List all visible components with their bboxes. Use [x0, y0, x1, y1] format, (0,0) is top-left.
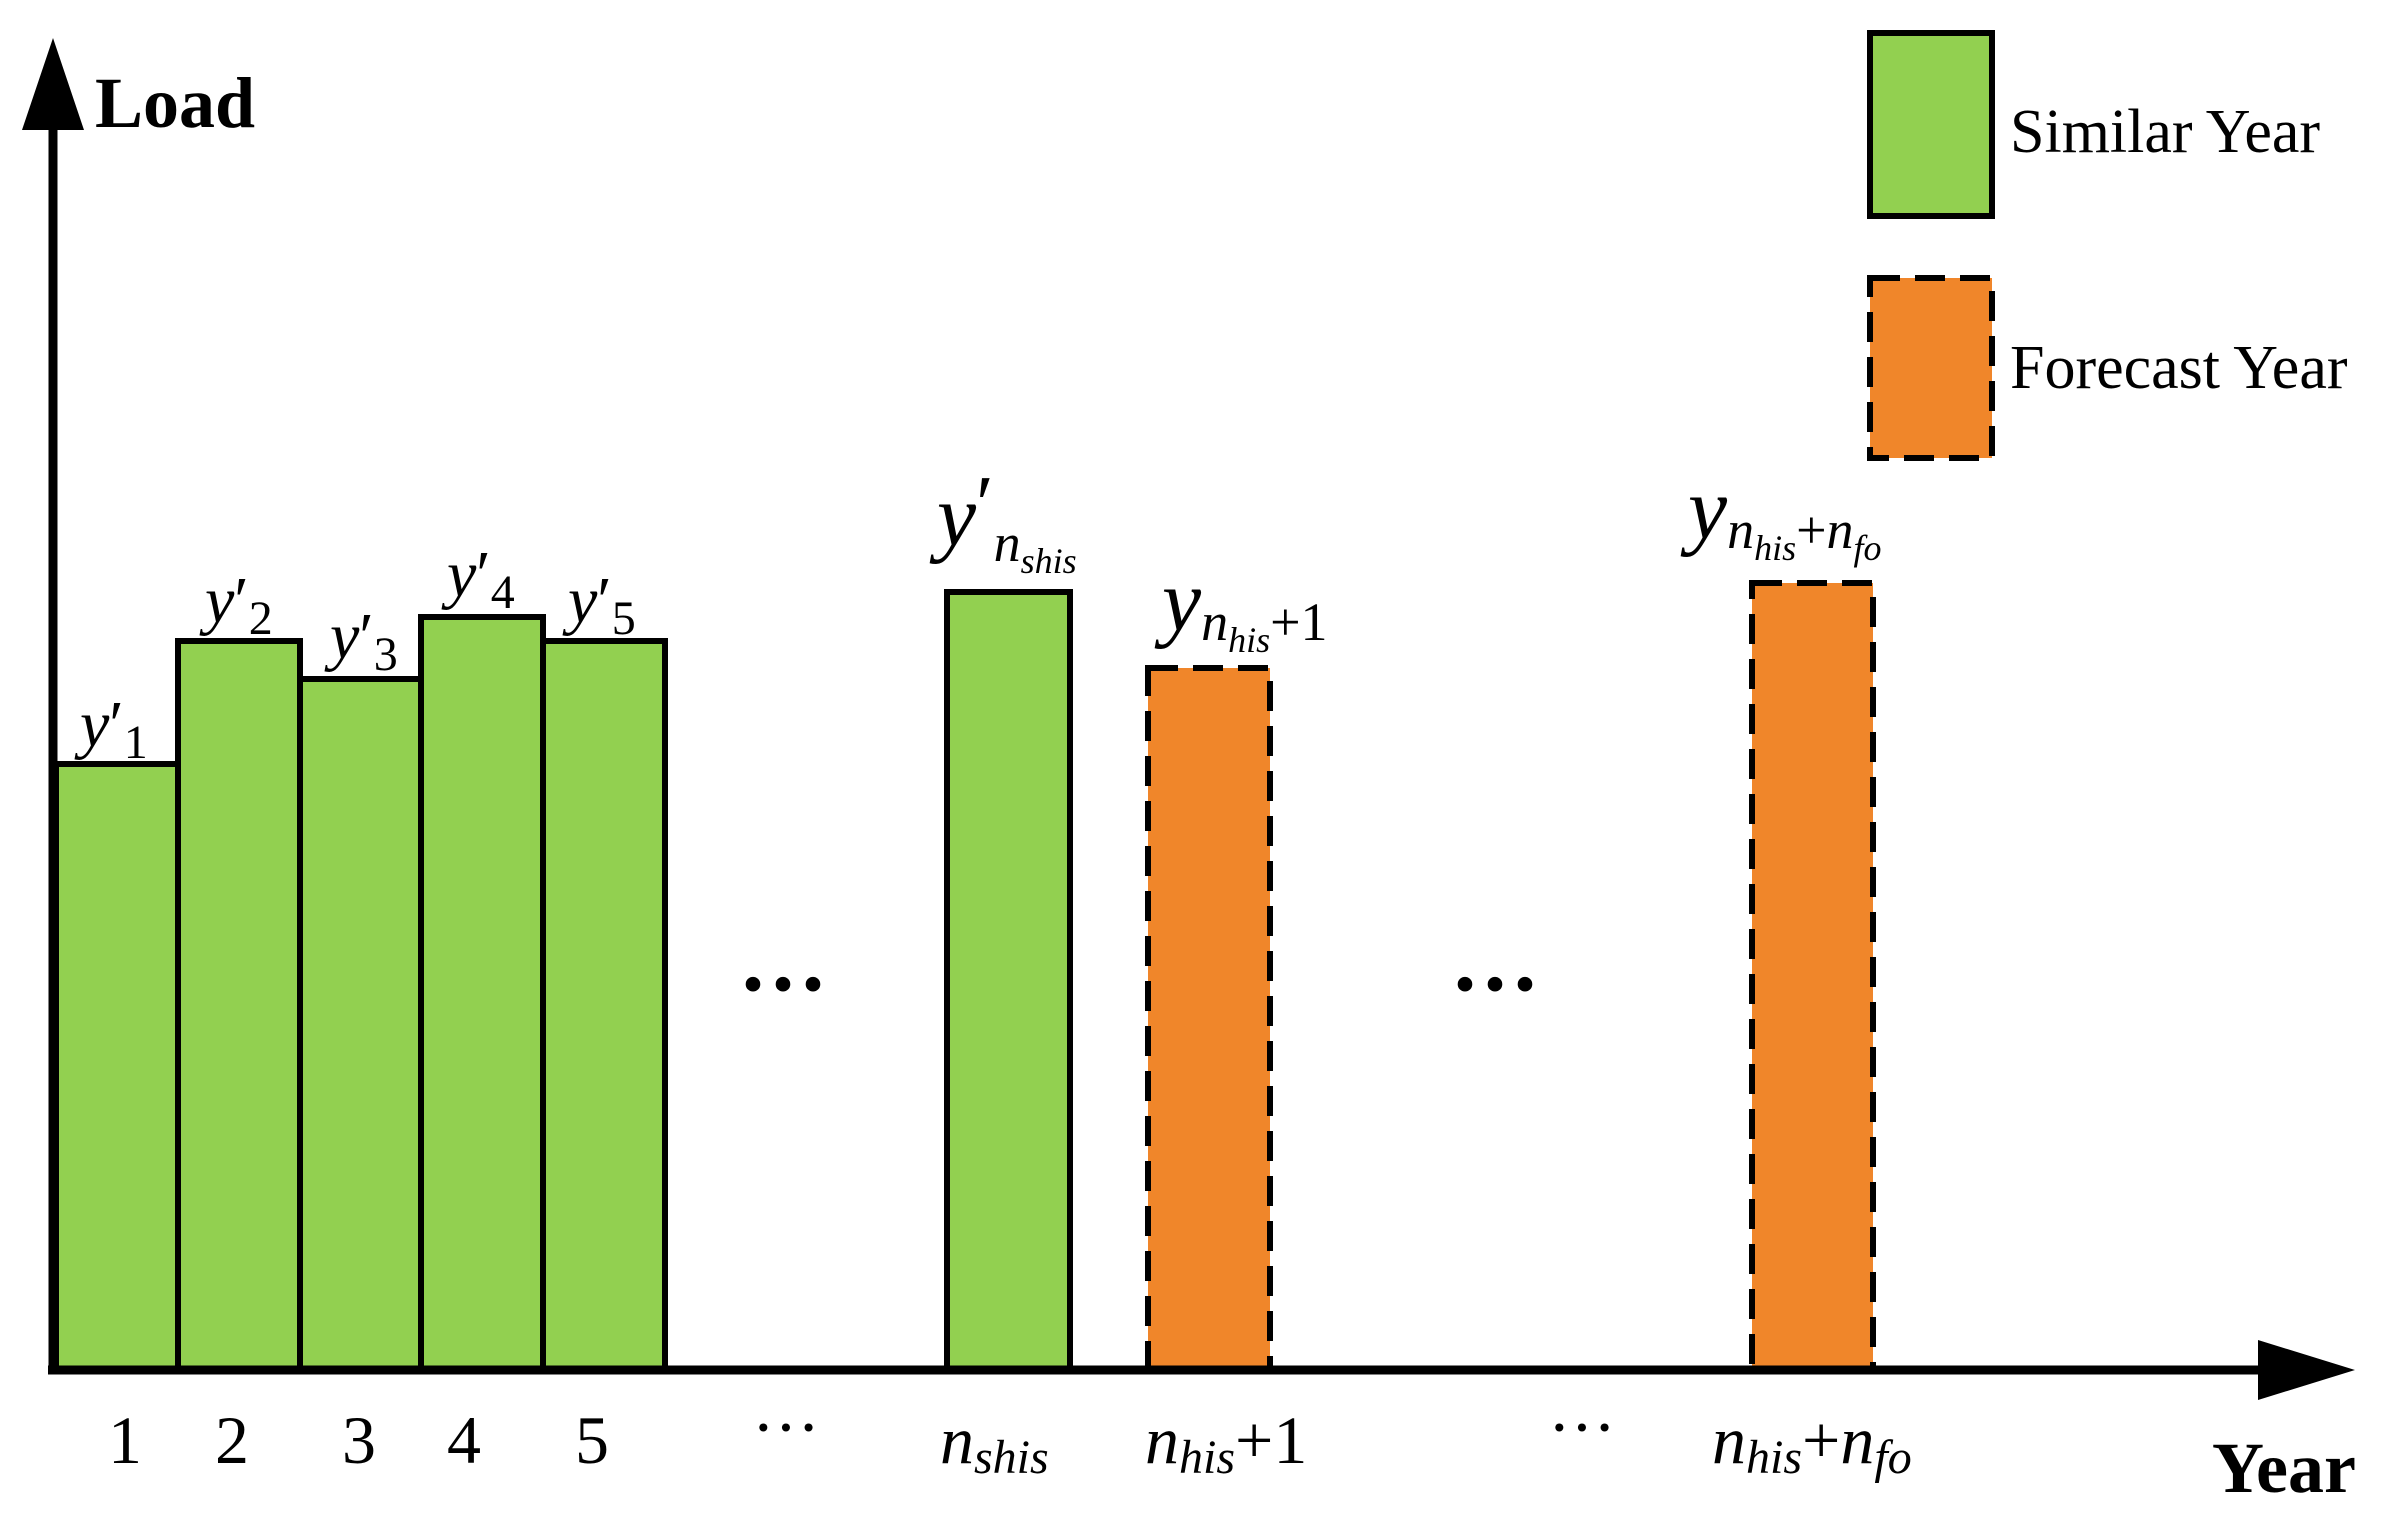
bar-label-nhisnfo-n1: n — [1727, 500, 1754, 560]
bar-label-1: y′1 — [74, 688, 148, 769]
gap-dots-1: ··· — [738, 935, 828, 1034]
tick-label-4: 4 — [447, 1402, 481, 1478]
bar-year-nshis — [944, 589, 1073, 1373]
tick-nhisnfo-n1: n — [1712, 1402, 1746, 1478]
bar-label-4-prime: ′ — [476, 538, 490, 611]
tick-label-3: 3 — [342, 1402, 376, 1478]
tick-label-1: 1 — [108, 1402, 142, 1478]
bar-label-2: y′2 — [199, 564, 273, 645]
tick-label-nhis-plus-1: nhis+1 — [1145, 1402, 1307, 1484]
y-axis-arrow — [22, 38, 84, 130]
bar-label-5-prime: ′ — [597, 564, 611, 637]
tick-nhisnfo-sub2: fo — [1874, 1431, 1911, 1484]
x-axis-label: Year — [2212, 1428, 2356, 1508]
tick-ellipsis-1: ··· — [752, 1389, 820, 1465]
bar-label-nshis-sub: shis — [1021, 541, 1077, 581]
bar-label-3-prime: ′ — [359, 600, 373, 673]
bar-label-5-y: y — [562, 564, 598, 637]
tick-nshis-n: n — [940, 1402, 974, 1478]
bar-label-5: y′5 — [562, 564, 636, 645]
bar-label-2-prime: ′ — [234, 564, 248, 637]
bar-label-1-y: y — [74, 688, 110, 761]
bar-label-nhis1-y: y — [1154, 553, 1202, 650]
bar-label-3-y: y — [324, 600, 360, 673]
tick-nhisnfo-plus: + — [1802, 1402, 1840, 1478]
tick-nhis1-plus-one: +1 — [1235, 1402, 1307, 1478]
tick-nhis1-n: n — [1145, 1402, 1179, 1478]
bar-label-nhis-plus-nfo: ynhis+nfo — [1680, 461, 1882, 568]
bar-year-1 — [53, 761, 181, 1373]
tick-label-2: 2 — [215, 1402, 249, 1478]
bar-label-nhisnfo-n2: n — [1827, 500, 1854, 560]
bar-label-nhis1-n: n — [1201, 592, 1228, 652]
tick-ellipsis-2: ··· — [1548, 1389, 1616, 1465]
bar-label-2-y: y — [199, 564, 235, 637]
bar-label-2-sub: 2 — [249, 592, 273, 645]
tick-nhisnfo-n2: n — [1840, 1402, 1874, 1478]
bar-label-4-sub: 4 — [491, 566, 515, 619]
bar-label-1-sub: 1 — [124, 716, 148, 769]
bar-year-3 — [297, 676, 424, 1373]
bar-label-4: y′4 — [441, 538, 515, 619]
bar-label-nshis: y′nshis — [929, 461, 1077, 581]
bar-year-5 — [540, 638, 668, 1373]
bar-year-4 — [418, 614, 546, 1373]
y-axis-label: Load — [95, 63, 255, 143]
tick-label-nhis-plus-nfo: nhis+nfo — [1712, 1402, 1912, 1484]
bar-label-4-y: y — [441, 538, 477, 611]
bar-label-nshis-prime: ′ — [976, 461, 994, 549]
bar-label-nhisnfo-y: y — [1680, 461, 1728, 558]
bar-label-3: y′3 — [324, 600, 398, 681]
legend-swatch-forecast — [1867, 275, 1995, 461]
bar-label-3-sub: 3 — [374, 628, 398, 681]
legend-label-similar: Similar Year — [2010, 98, 2320, 166]
bar-label-nhis1-plus-one: +1 — [1270, 592, 1327, 652]
bar-label-nhisnfo-sub2: fo — [1854, 528, 1882, 568]
tick-label-nshis: nshis — [940, 1402, 1049, 1484]
bar-year-nhis-plus-1 — [1145, 665, 1273, 1373]
legend-label-forecast: Forecast Year — [2010, 334, 2348, 402]
bar-label-nhisnfo-sub1: his — [1754, 528, 1796, 568]
tick-nshis-sub: shis — [974, 1431, 1049, 1484]
bar-label-nhis-plus-1: ynhis+1 — [1154, 553, 1328, 660]
bar-label-nshis-y: y — [929, 468, 977, 565]
bar-label-nhisnfo-plus: + — [1796, 500, 1826, 560]
bar-year-nhis-plus-nfo — [1749, 580, 1876, 1373]
gap-dots-2: ··· — [1450, 935, 1540, 1034]
bar-label-nshis-n: n — [994, 513, 1021, 573]
bar-year-2 — [175, 638, 303, 1373]
bar-label-nhis1-sub: his — [1228, 620, 1270, 660]
tick-label-5: 5 — [575, 1402, 609, 1478]
bar-label-1-prime: ′ — [109, 688, 123, 761]
tick-nhis1-sub: his — [1179, 1431, 1235, 1484]
tick-nhisnfo-sub1: his — [1746, 1431, 1802, 1484]
x-axis-arrow — [2258, 1340, 2355, 1400]
legend-swatch-similar — [1867, 30, 1995, 219]
bar-label-5-sub: 5 — [612, 592, 636, 645]
